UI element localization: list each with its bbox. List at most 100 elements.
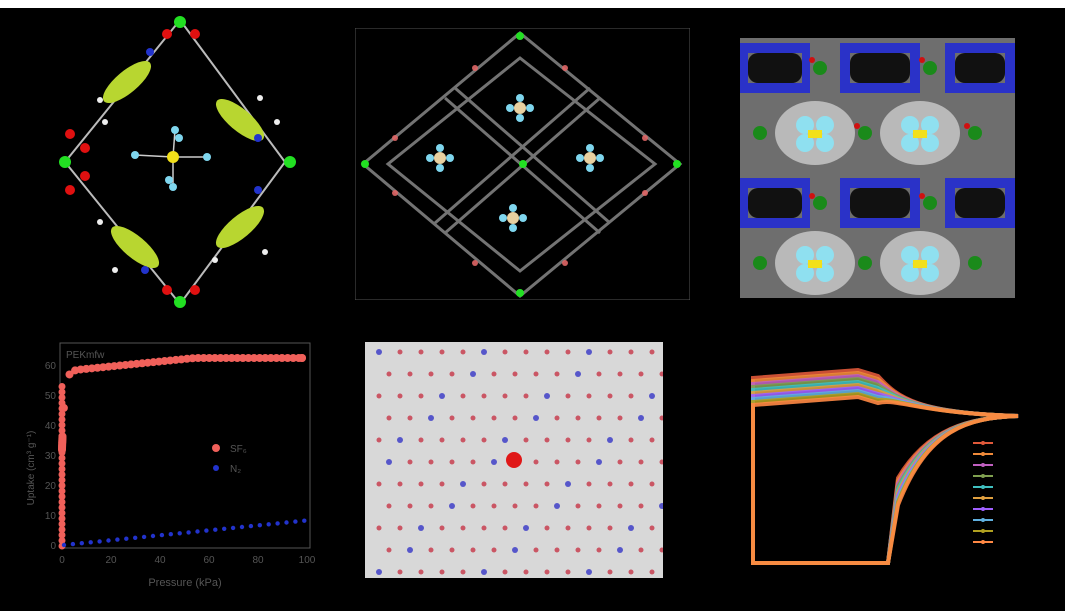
n2-point bbox=[266, 522, 271, 527]
x-axis-label: Pressure (kPa) bbox=[148, 577, 221, 589]
sf6-series bbox=[58, 354, 306, 550]
diffraction-spot bbox=[523, 481, 529, 487]
legend-marker bbox=[981, 452, 985, 456]
diffraction-spot bbox=[407, 371, 413, 377]
diffraction-spot bbox=[649, 569, 655, 575]
sf6-spheres bbox=[796, 116, 939, 282]
sf6-point bbox=[58, 537, 66, 544]
diffraction-spot bbox=[460, 349, 466, 355]
sf6-point bbox=[58, 427, 66, 434]
y-tick-label: 10 bbox=[45, 511, 57, 522]
hysteresis-loop bbox=[751, 376, 1019, 565]
diffraction-spot bbox=[418, 393, 424, 399]
diffraction-spot bbox=[407, 503, 413, 509]
diffraction-spot bbox=[481, 569, 487, 575]
sf6-point bbox=[58, 515, 66, 522]
diffraction-spot bbox=[638, 547, 644, 553]
diffraction-spot bbox=[449, 547, 455, 553]
sf6-point bbox=[58, 432, 66, 440]
diffraction-spot bbox=[502, 481, 508, 487]
diffraction-spot bbox=[659, 547, 663, 553]
y-axis-label: Uptake (cm³ g⁻¹) bbox=[26, 431, 37, 506]
diffraction-spot bbox=[533, 371, 539, 377]
n2-point bbox=[115, 537, 120, 542]
legend-marker bbox=[981, 540, 985, 544]
sf6-point bbox=[58, 482, 66, 489]
diffraction-spot bbox=[596, 371, 602, 377]
n2-point bbox=[168, 532, 173, 537]
diffraction-spot bbox=[407, 459, 413, 465]
n2-point bbox=[141, 534, 147, 540]
diffraction-spot bbox=[617, 415, 623, 421]
hysteresis-chart bbox=[751, 367, 1019, 565]
diffraction-spot bbox=[638, 415, 644, 421]
diffraction-spot bbox=[481, 525, 487, 531]
hysteresis-loop bbox=[751, 394, 1019, 565]
diffraction-spot bbox=[628, 481, 634, 487]
diffraction-spot bbox=[397, 569, 403, 575]
diffraction-spot bbox=[533, 503, 539, 509]
diffraction-spot bbox=[596, 459, 602, 465]
n2-point bbox=[275, 521, 280, 526]
diffraction-spot bbox=[628, 349, 634, 355]
diffraction-spot bbox=[376, 393, 382, 399]
diffraction-spot bbox=[502, 349, 508, 355]
sf6-point bbox=[58, 509, 66, 517]
diffraction-spot bbox=[523, 349, 529, 355]
diffraction-spot bbox=[512, 415, 518, 421]
n2-point bbox=[284, 520, 289, 525]
diffraction-spot bbox=[470, 371, 476, 377]
sf6-guests bbox=[426, 94, 604, 232]
diffraction-spot bbox=[449, 459, 455, 465]
framework-packing-panel bbox=[355, 28, 690, 300]
diffraction-spot bbox=[628, 569, 634, 575]
n2-point bbox=[79, 541, 84, 546]
diffraction-spot bbox=[638, 371, 644, 377]
legend-marker bbox=[981, 463, 985, 467]
diffraction-spot bbox=[617, 547, 623, 553]
diffraction-spot bbox=[470, 459, 476, 465]
diffraction-spot bbox=[607, 437, 613, 443]
diffraction-spot bbox=[439, 481, 445, 487]
diffraction-spot bbox=[617, 459, 623, 465]
diffraction-spot bbox=[428, 371, 434, 377]
x-tick-label: 0 bbox=[59, 555, 65, 566]
y-tick-label: 20 bbox=[45, 481, 57, 492]
sf6-point bbox=[199, 354, 208, 362]
legend-marker bbox=[981, 441, 985, 445]
sf6-point bbox=[298, 354, 306, 362]
legend-marker bbox=[981, 529, 985, 533]
diffraction-spot bbox=[565, 569, 571, 575]
diffraction-spot bbox=[586, 481, 592, 487]
diffraction-spot bbox=[575, 459, 581, 465]
hysteresis-legend bbox=[973, 441, 993, 544]
diffraction-spot bbox=[638, 503, 644, 509]
diffraction-spot bbox=[586, 393, 592, 399]
diffraction-spot bbox=[607, 393, 613, 399]
diffraction-spot bbox=[544, 481, 550, 487]
diffraction-spot bbox=[554, 415, 560, 421]
diffraction-spot bbox=[533, 459, 539, 465]
diffraction-spot bbox=[523, 437, 529, 443]
diffraction-spot bbox=[439, 569, 445, 575]
diffraction-spot bbox=[586, 349, 592, 355]
sf6-point bbox=[58, 388, 66, 396]
sf6-point bbox=[58, 460, 66, 467]
diffraction-spot bbox=[376, 525, 382, 531]
diffraction-spot bbox=[376, 569, 382, 575]
diffraction-spot bbox=[502, 525, 508, 531]
diffraction-spot bbox=[512, 503, 518, 509]
diffraction-spot bbox=[596, 503, 602, 509]
sf6-point bbox=[58, 438, 66, 445]
n2-point bbox=[213, 527, 218, 532]
diffraction-spot bbox=[565, 525, 571, 531]
diffraction-spot bbox=[439, 437, 445, 443]
diffraction-spot bbox=[428, 459, 434, 465]
diffraction-spot bbox=[659, 459, 663, 465]
y-tick-label: 0 bbox=[50, 541, 56, 552]
diffraction-spot bbox=[649, 349, 655, 355]
n2-point bbox=[106, 538, 111, 543]
n2-point bbox=[257, 523, 262, 528]
hysteresis-loops bbox=[751, 367, 1019, 565]
diffraction-spot bbox=[386, 547, 392, 553]
